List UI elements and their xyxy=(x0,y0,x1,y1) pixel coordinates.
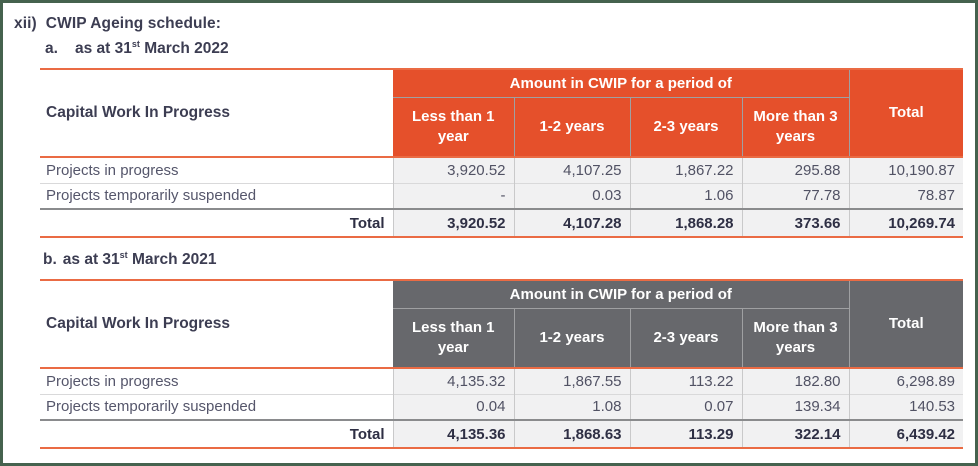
amount-cell: 113.29 xyxy=(629,419,742,448)
row-label: Projects temporarily suspended xyxy=(40,182,393,209)
col-header-less-than-1-year: Less than 1 year xyxy=(393,96,514,157)
total-cell: 10,190.87 xyxy=(848,157,964,183)
amount-cell: 4,107.25 xyxy=(513,157,630,183)
table-row: Projects temporarily suspended 0.04 1.08… xyxy=(40,393,964,420)
group-header: Amount in CWIP for a period of xyxy=(393,69,850,97)
group-header: Amount in CWIP for a period of xyxy=(393,280,850,308)
total-cell: 140.53 xyxy=(848,393,964,420)
table-b-caption-text: as at 31st March 2021 xyxy=(62,249,217,268)
amount-cell: 1,868.63 xyxy=(513,419,630,448)
total-row-label: Total xyxy=(40,208,393,237)
col-header-less-than-1-year: Less than 1 year xyxy=(393,307,514,368)
amount-cell: 113.22 xyxy=(629,368,742,394)
list-marker-a: a. xyxy=(45,40,58,57)
amount-cell: 4,135.32 xyxy=(392,368,514,394)
table-a-caption-text: as at 31st March 2022 xyxy=(75,38,229,57)
table-row: Projects in progress 3,920.52 4,107.25 1… xyxy=(40,157,964,183)
amount-cell: 77.78 xyxy=(741,182,850,209)
amount-cell: 139.34 xyxy=(741,393,850,420)
amount-cell: 1,868.28 xyxy=(629,208,742,237)
amount-cell: 0.07 xyxy=(629,393,742,420)
amount-cell: 182.80 xyxy=(741,368,850,394)
amount-cell: 1.06 xyxy=(629,182,742,209)
amount-cell: 295.88 xyxy=(741,157,850,183)
total-cell: 10,269.74 xyxy=(848,208,964,237)
col-header-more-than-3-years: More than 3 years xyxy=(741,307,850,368)
col-header-1-2-years: 1-2 years xyxy=(513,96,630,157)
table-a-caption: a. as at 31st March 2022 xyxy=(45,39,975,59)
cwip-table-2021: Capital Work In Progress Amount in CWIP … xyxy=(40,279,964,449)
col-header-2-3-years: 2-3 years xyxy=(629,96,742,157)
amount-cell: 3,920.52 xyxy=(392,208,514,237)
amount-cell: 373.66 xyxy=(741,208,850,237)
section-title: CWIP Ageing schedule: xyxy=(45,15,222,32)
total-row-label: Total xyxy=(40,419,393,448)
amount-cell: 4,135.36 xyxy=(392,419,514,448)
amount-cell: 0.04 xyxy=(392,393,514,420)
amount-cell: 322.14 xyxy=(741,419,850,448)
col-header-more-than-3-years: More than 3 years xyxy=(741,96,850,157)
col-header-1-2-years: 1-2 years xyxy=(513,307,630,368)
total-row: Total 3,920.52 4,107.28 1,868.28 373.66 … xyxy=(40,208,964,237)
amount-cell: 4,107.28 xyxy=(513,208,630,237)
amount-cell: 3,920.52 xyxy=(392,157,514,183)
amount-cell: - xyxy=(392,182,514,209)
total-column-header: Total xyxy=(848,280,964,368)
total-cell: 6,439.42 xyxy=(848,419,964,448)
ordinal-suffix: st xyxy=(131,38,140,49)
table-row: Projects in progress 4,135.32 1,867.55 1… xyxy=(40,368,964,394)
total-row: Total 4,135.36 1,868.63 113.29 322.14 6,… xyxy=(40,419,964,448)
cwip-table-2022: Capital Work In Progress Amount in CWIP … xyxy=(40,68,964,238)
row-header: Capital Work In Progress xyxy=(40,69,393,157)
amount-cell: 1.08 xyxy=(513,393,630,420)
amount-cell: 1,867.55 xyxy=(513,368,630,394)
row-header: Capital Work In Progress xyxy=(40,280,393,368)
amount-cell: 1,867.22 xyxy=(629,157,742,183)
section-heading: xii) CWIP Ageing schedule: xyxy=(14,14,975,34)
row-label: Projects in progress xyxy=(40,157,393,183)
row-label: Projects temporarily suspended xyxy=(40,393,393,420)
total-cell: 78.87 xyxy=(848,182,964,209)
section-index: xii) xyxy=(14,15,37,32)
amount-cell: 0.03 xyxy=(513,182,630,209)
col-header-2-3-years: 2-3 years xyxy=(629,307,742,368)
row-label: Projects in progress xyxy=(40,368,393,394)
ordinal-suffix: st xyxy=(119,249,128,260)
total-cell: 6,298.89 xyxy=(848,368,964,394)
total-column-header: Total xyxy=(848,69,964,157)
table-b-caption: b. as at 31st March 2021 xyxy=(43,250,975,270)
table-row: Projects temporarily suspended - 0.03 1.… xyxy=(40,182,964,209)
list-marker-b: b. xyxy=(43,251,57,268)
